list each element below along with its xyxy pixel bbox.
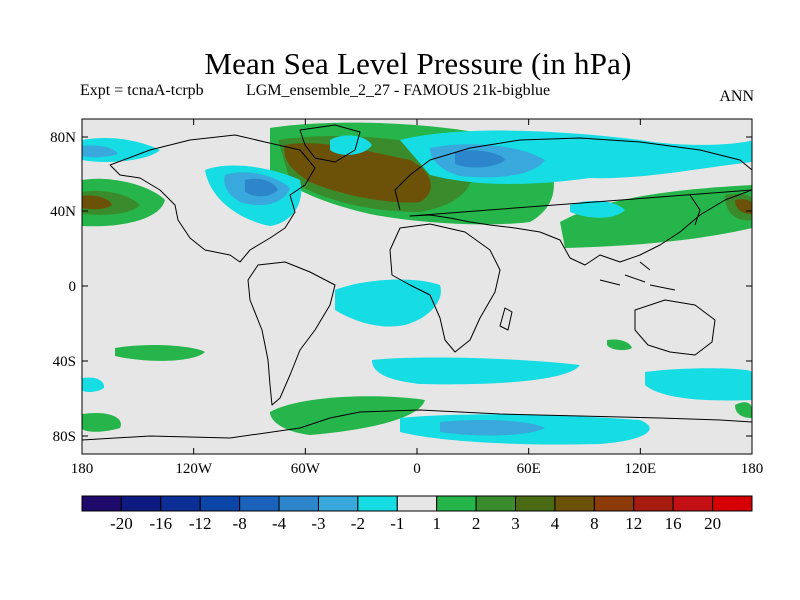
coast-greenland — [299, 124, 361, 163]
colorbar-box — [81, 495, 122, 512]
coast-south-america — [247, 261, 336, 406]
coast-antarctica — [82, 409, 752, 441]
anomaly-region-west-pacific-brown — [735, 199, 752, 214]
colorbar-label: -8 — [233, 514, 247, 533]
colorbar-label: 4 — [551, 514, 560, 533]
colorbar-label: 2 — [472, 514, 481, 533]
colorbar-label: -3 — [311, 514, 325, 533]
x-tick-label: 120W — [175, 461, 213, 477]
x-tick-label: 60W — [291, 461, 321, 477]
colorbar-box — [396, 495, 438, 512]
coast-africa — [389, 223, 501, 353]
y-tick-label: 40N — [50, 204, 76, 220]
anomaly-region-south-pacific-cyan — [645, 368, 752, 401]
anomaly-region-southern-blue — [440, 420, 545, 436]
anomaly-region-south-atlantic-green — [115, 345, 205, 361]
anomaly-region-south-indian-cyan — [372, 357, 580, 385]
colorbar-label: -1 — [390, 514, 404, 533]
anomaly-region-greenland-cyan — [330, 135, 372, 155]
coast-australia — [634, 299, 716, 356]
x-tick-label: 180 — [741, 461, 764, 477]
y-tick-label: 80N — [50, 130, 76, 146]
colorbar-box — [593, 495, 635, 512]
coast-japan — [689, 194, 701, 226]
colorbar-label: -4 — [272, 514, 287, 533]
anomaly-region-tropical-atlantic-cyan — [335, 279, 441, 327]
y-tick-label: 40S — [53, 354, 76, 370]
colorbar-box — [317, 495, 359, 512]
anomaly-region-west-pacific-green — [560, 185, 752, 248]
colorbar-label: -12 — [189, 514, 212, 533]
colorbar-box — [239, 495, 280, 512]
y-tick-label: 80S — [53, 429, 76, 445]
anomaly-region-pacific-south-green — [82, 412, 121, 432]
colorbar-label: 12 — [625, 514, 642, 533]
colorbar: -20 -16 -12 -8 -4 -3 -2 -1 1 2 3 4 8 12 16 20 — [81, 495, 753, 533]
colorbar-box — [515, 495, 556, 512]
run-label: LGM_ensemble_2_27 - FAMOUS 21k-bigblue — [246, 82, 551, 99]
coast-madagascar — [499, 307, 513, 331]
anomaly-region-west-cyan — [82, 377, 105, 392]
coast-north-america — [109, 134, 316, 263]
x-tick-label: 60E — [517, 461, 541, 477]
colorbar-label: 16 — [665, 514, 682, 533]
x-axis: 180 120W 60W 0 60E 120E 180 — [71, 119, 764, 477]
colorbar-box — [278, 495, 319, 512]
anomaly-region-north-atlantic-brown — [284, 143, 431, 203]
colorbar-box — [160, 495, 201, 512]
colorbar-box — [672, 495, 714, 512]
colorbar-label: -16 — [149, 514, 172, 533]
colorbar-label: 20 — [704, 514, 721, 533]
colorbar-label: 3 — [511, 514, 520, 533]
colorbar-label: 8 — [590, 514, 599, 533]
experiment-label: Expt = tcnaA-tcrpb — [80, 82, 204, 99]
y-axis: 80N 40N 0 40S 80S — [50, 130, 752, 445]
x-tick-label: 180 — [71, 461, 94, 477]
colorbar-label: 1 — [432, 514, 441, 533]
colorbar-box — [475, 495, 517, 512]
coastlines — [82, 124, 752, 441]
season-label: ANN — [719, 88, 754, 105]
x-tick-label: 120E — [624, 461, 656, 477]
colorbar-box — [357, 495, 398, 512]
anomaly-region-tasman-green — [735, 402, 752, 418]
anomaly-region-indian-ocean-green — [607, 339, 632, 351]
colorbar-label: -20 — [110, 514, 133, 533]
colorbar-box — [436, 495, 477, 512]
anomaly-region-north-pacific-brown — [82, 195, 112, 210]
colorbar-box — [120, 495, 162, 512]
colorbar-label: -2 — [351, 514, 365, 533]
colorbar-box — [554, 495, 595, 512]
y-tick-label: 0 — [69, 279, 77, 295]
coast-eurasia — [394, 137, 752, 266]
colorbar-box — [712, 495, 753, 512]
anomaly-region-arctic-blue — [82, 145, 118, 158]
anomaly-region-eurasia-deep — [455, 150, 505, 168]
x-tick-label: 0 — [413, 461, 421, 477]
coast-indonesia — [599, 261, 676, 291]
anomaly-region-canada-deep — [245, 178, 278, 197]
anomaly-region-central-asia-cyan — [570, 200, 625, 218]
colorbar-box — [199, 495, 241, 512]
colorbar-box — [633, 495, 674, 512]
map-title: Mean Sea Level Pressure (in hPa) — [204, 46, 632, 81]
